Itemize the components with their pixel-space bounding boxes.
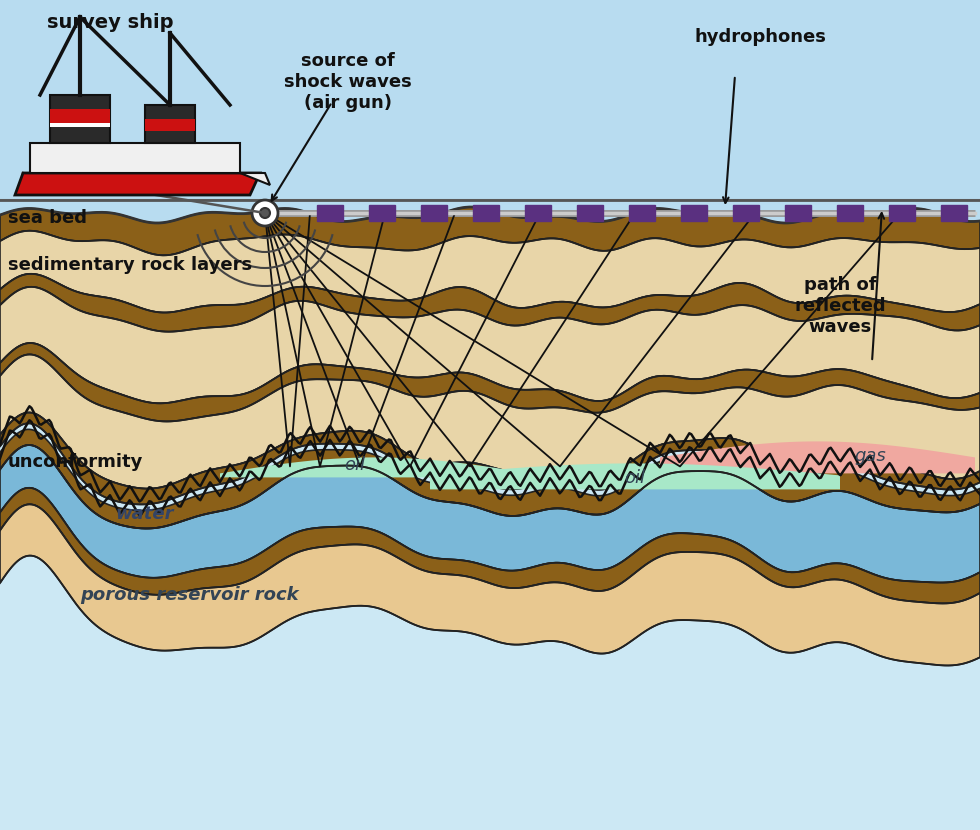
Polygon shape: [0, 343, 980, 422]
Text: hydrophones: hydrophones: [694, 28, 826, 46]
FancyBboxPatch shape: [369, 205, 395, 221]
Text: survey ship: survey ship: [47, 13, 173, 32]
Bar: [145, 119, 195, 131]
FancyBboxPatch shape: [317, 205, 343, 221]
FancyBboxPatch shape: [889, 205, 915, 221]
FancyBboxPatch shape: [785, 205, 811, 221]
Polygon shape: [0, 354, 980, 489]
FancyBboxPatch shape: [525, 205, 551, 221]
Polygon shape: [15, 173, 260, 195]
Text: oil: oil: [624, 470, 646, 487]
Polygon shape: [240, 173, 270, 185]
Polygon shape: [220, 457, 530, 477]
FancyBboxPatch shape: [577, 205, 603, 221]
Bar: [50, 95, 110, 143]
Polygon shape: [0, 488, 980, 603]
Bar: [50, 109, 110, 123]
Text: path of
reflected
waves: path of reflected waves: [794, 276, 886, 336]
Text: water: water: [115, 505, 173, 524]
Text: gas: gas: [855, 447, 886, 466]
FancyBboxPatch shape: [941, 205, 967, 221]
Polygon shape: [0, 505, 980, 666]
FancyBboxPatch shape: [629, 205, 655, 221]
Polygon shape: [0, 207, 980, 256]
Circle shape: [252, 200, 278, 226]
Circle shape: [260, 208, 270, 218]
Bar: [50, 123, 110, 127]
Text: sedimentary rock layers: sedimentary rock layers: [8, 256, 252, 274]
Polygon shape: [660, 442, 975, 473]
FancyBboxPatch shape: [473, 205, 499, 221]
Text: sea bed: sea bed: [8, 209, 87, 227]
Polygon shape: [0, 429, 980, 529]
FancyBboxPatch shape: [837, 205, 863, 221]
Polygon shape: [0, 274, 980, 332]
Polygon shape: [0, 287, 980, 403]
Text: unconformity: unconformity: [8, 453, 143, 471]
Polygon shape: [0, 413, 980, 505]
FancyBboxPatch shape: [733, 205, 759, 221]
Polygon shape: [0, 445, 980, 583]
Bar: [145, 105, 195, 143]
Text: source of
shock waves
(air gun): source of shock waves (air gun): [284, 52, 412, 111]
Text: porous reservoir rock: porous reservoir rock: [80, 586, 299, 604]
FancyBboxPatch shape: [681, 205, 707, 221]
Polygon shape: [430, 463, 840, 490]
Bar: [30, 143, 240, 173]
Polygon shape: [0, 231, 980, 313]
FancyBboxPatch shape: [421, 205, 447, 221]
Text: oil: oil: [345, 457, 366, 475]
